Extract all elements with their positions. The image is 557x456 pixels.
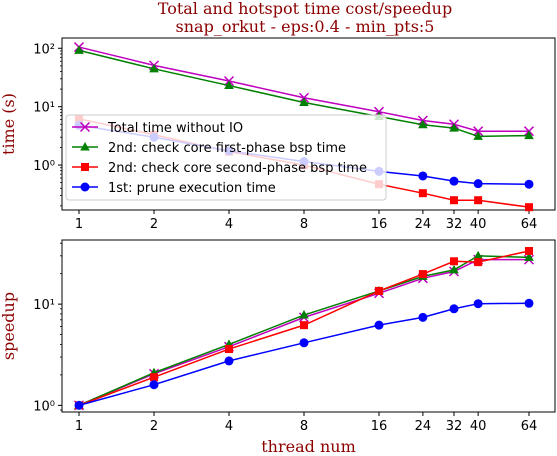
x-tick-label: 2	[150, 217, 158, 232]
data-point	[473, 251, 483, 260]
x-tick-label: 1	[75, 217, 83, 232]
y-tick-label: 10⁰	[33, 399, 55, 414]
x-tick-label: 40	[470, 419, 487, 434]
data-point	[525, 180, 534, 189]
y-tick-label: 10⁰	[33, 159, 55, 174]
data-point	[419, 189, 427, 197]
data-point	[450, 177, 459, 186]
series-2nd-check-core-second-phase-bsp-time	[75, 247, 533, 409]
legend-entry: 2nd: check core first-phase bsp time	[72, 141, 346, 156]
data-point	[450, 304, 459, 313]
x-tick-label: 16	[371, 217, 388, 232]
data-point	[375, 287, 383, 295]
data-point	[75, 401, 84, 410]
legend-label: 2nd: check core first-phase bsp time	[108, 141, 346, 156]
data-point	[225, 356, 234, 365]
data-point	[225, 345, 233, 353]
data-point	[525, 203, 533, 211]
data-point	[150, 373, 158, 381]
legend-entry: 2nd: check core second-phase bsp time	[72, 161, 367, 176]
series-2nd-check-core-first-phase-bsp-time	[74, 251, 534, 409]
x-tick-label: 2	[150, 419, 158, 434]
chart-title-line1: Total and hotspot time cost/speedup	[158, 0, 452, 18]
x-tick-label: 24	[415, 419, 432, 434]
x-tick-label: 4	[225, 419, 233, 434]
data-point	[525, 247, 533, 255]
data-point	[525, 299, 534, 308]
data-point	[150, 380, 159, 389]
legend-label: Total time without IO	[107, 121, 243, 136]
x-tick-label: 32	[446, 217, 463, 232]
legend-marker	[81, 183, 90, 192]
y-tick-label: 10¹	[33, 101, 55, 116]
x-tick-label: 4	[225, 217, 233, 232]
x-tick-label: 64	[521, 217, 538, 232]
data-point	[418, 313, 427, 322]
y-axis-label: speedup	[0, 292, 18, 360]
data-point	[418, 171, 427, 180]
data-point	[474, 196, 482, 204]
x-tick-label: 8	[300, 217, 308, 232]
x-tick-label: 8	[300, 419, 308, 434]
x-tick-label: 24	[415, 217, 432, 232]
series-line	[79, 256, 529, 406]
y-tick-label: 10²	[33, 42, 55, 57]
legend-label: 1st: prune execution time	[108, 181, 276, 196]
series-line	[79, 303, 529, 405]
x-tick-label: 40	[470, 217, 487, 232]
y-tick-label: 10¹	[33, 298, 55, 313]
x-tick-label: 32	[446, 419, 463, 434]
data-point	[474, 179, 483, 188]
x-tick-label: 64	[521, 419, 538, 434]
x-tick-label: 1	[75, 419, 83, 434]
data-point	[450, 196, 458, 204]
series-line	[79, 260, 529, 406]
x-axis-label: thread num	[261, 437, 356, 456]
data-point	[474, 258, 482, 266]
series-total-time-without-io	[75, 255, 534, 410]
y-axis-label: time (s)	[0, 93, 18, 155]
legend-marker	[81, 163, 89, 171]
data-point	[450, 257, 458, 265]
data-point	[375, 321, 384, 330]
data-point	[300, 321, 308, 329]
data-point	[474, 299, 483, 308]
chart-title-line2: snap_orkut - eps:0.4 - min_pts:5	[176, 17, 435, 36]
legend-label: 2nd: check core second-phase bsp time	[108, 161, 367, 176]
data-point	[300, 338, 309, 347]
legend: Total time without IO 2nd: check core fir…	[66, 115, 386, 200]
data-point	[419, 270, 427, 278]
x-tick-label: 16	[371, 419, 388, 434]
